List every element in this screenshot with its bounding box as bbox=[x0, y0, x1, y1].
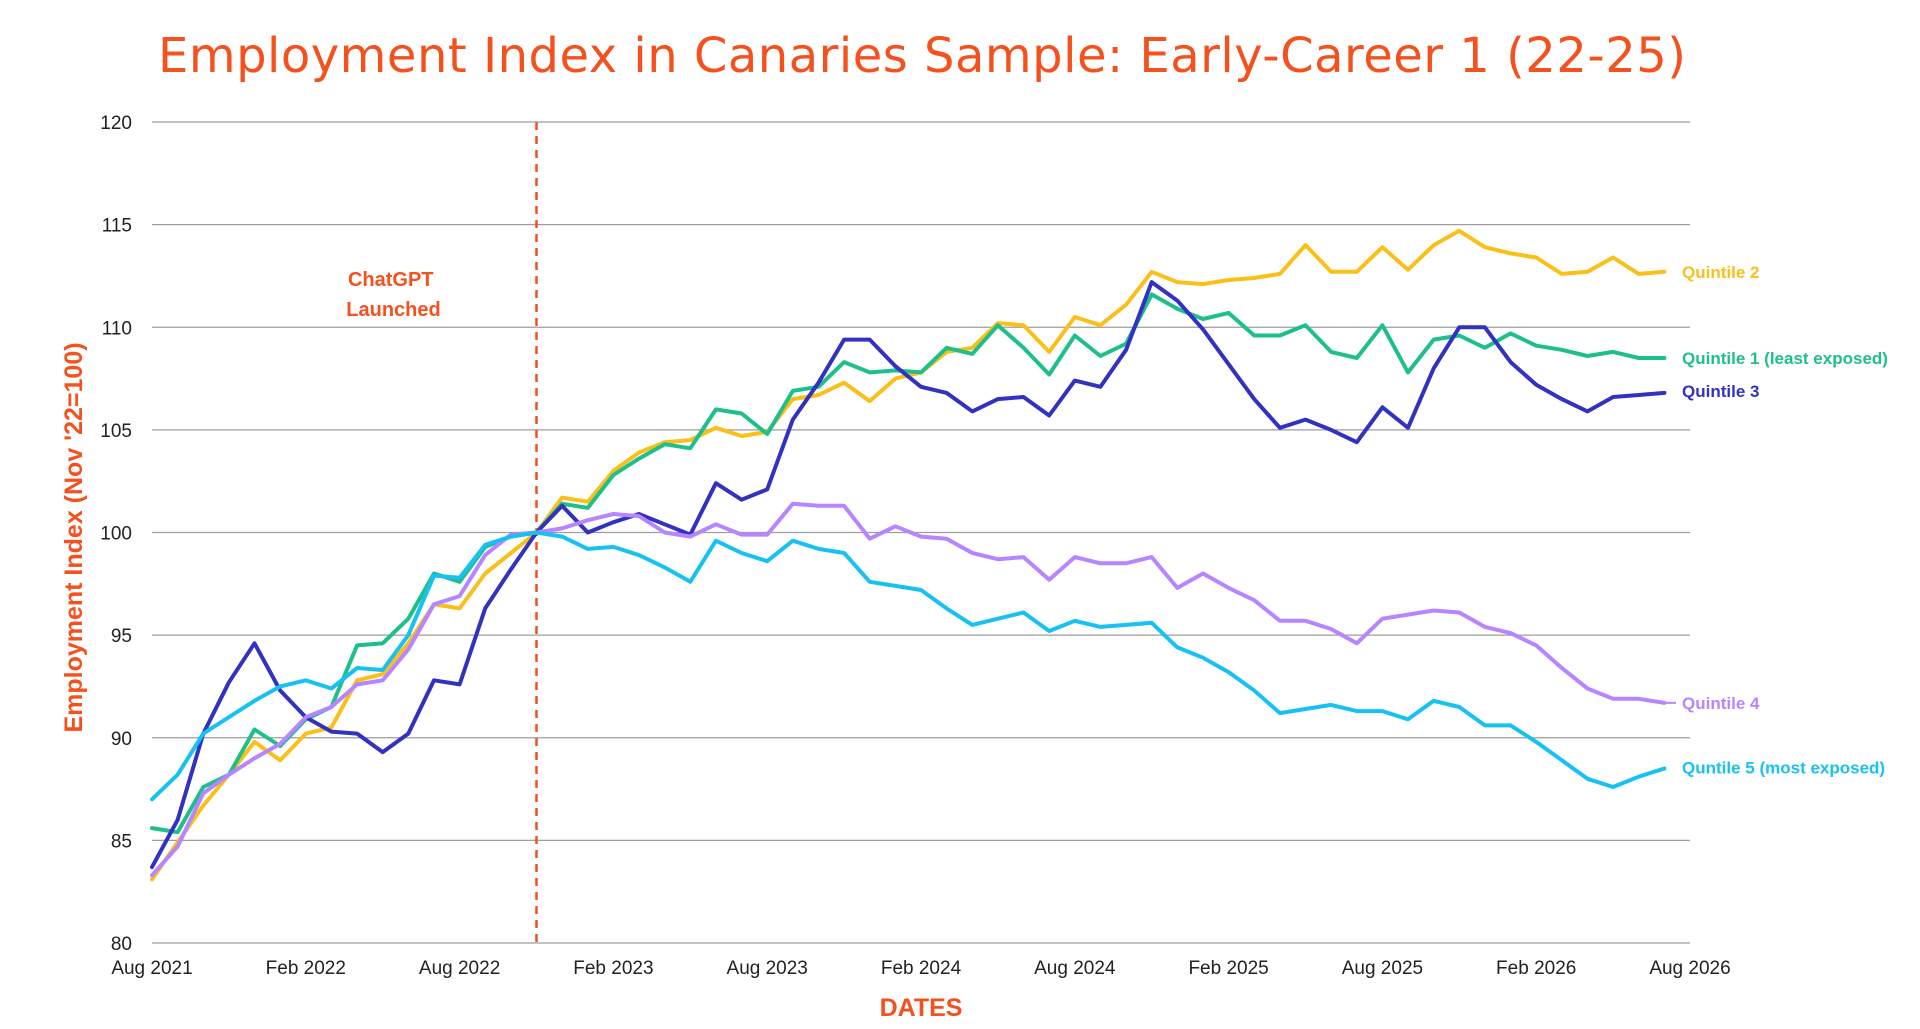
y-tick-label-110: 110 bbox=[102, 318, 132, 339]
y-tick-label-105: 105 bbox=[100, 421, 132, 442]
chatgpt-launch-label-line-1: ChatGPT bbox=[348, 269, 434, 291]
y-axis-ticks: 80 85 90 95 100 105 110 115 120 bbox=[100, 113, 132, 955]
series-label-2: Quintile 1 (least exposed) bbox=[1682, 349, 1888, 368]
series-label-4: Quintile 4 bbox=[1682, 694, 1760, 713]
x-tick-label-aug-2025: Aug 2025 bbox=[1342, 958, 1423, 979]
y-tick-label-90: 90 bbox=[111, 729, 132, 750]
series-label-5: Quntile 5 (most exposed) bbox=[1682, 759, 1885, 778]
x-axis-ticks: Aug 2021 Feb 2022 Aug 2022 Feb 2023 Aug 2023… bbox=[111, 958, 1730, 979]
y-tick-label-80: 80 bbox=[111, 934, 132, 955]
x-tick-label-aug-2026: Aug 2026 bbox=[1649, 958, 1730, 979]
series-line-3 bbox=[150, 280, 1667, 870]
x-tick-label-feb-2024: Feb 2024 bbox=[881, 958, 962, 979]
y-tick-label-85: 85 bbox=[111, 831, 132, 852]
series-label-1: Quintile 2 bbox=[1682, 263, 1759, 282]
series-line-1 bbox=[150, 228, 1667, 882]
x-tick-label-feb-2026: Feb 2026 bbox=[1496, 958, 1576, 979]
x-tick-label-aug-2024: Aug 2024 bbox=[1034, 958, 1116, 979]
series-line-5 bbox=[150, 530, 1667, 802]
x-tick-label-feb-2022: Feb 2022 bbox=[266, 958, 346, 979]
x-tick-label-feb-2025: Feb 2025 bbox=[1188, 958, 1268, 979]
x-tick-label-aug-2022: Aug 2022 bbox=[419, 958, 500, 979]
x-tick-label-feb-2023: Feb 2023 bbox=[573, 958, 653, 979]
x-axis-title: DATES bbox=[880, 994, 963, 1022]
chatgpt-launch-label: ChatGPT Launched bbox=[346, 269, 440, 321]
series-label-3: Quintile 3 bbox=[1682, 382, 1759, 401]
y-tick-label-120: 120 bbox=[100, 113, 132, 134]
y-tick-label-95: 95 bbox=[111, 626, 132, 647]
series-labels: Quintile 2 Quintile 1 (least exposed) Quin… bbox=[1664, 263, 1888, 778]
chatgpt-launch-label-line-2: Launched bbox=[346, 299, 440, 321]
y-axis-title: Employment Index (Nov '22=100) bbox=[60, 342, 88, 732]
series-lines bbox=[150, 228, 1667, 882]
chart-title: Employment Index in Canaries Sample: Ear… bbox=[158, 28, 1687, 84]
y-tick-label-100: 100 bbox=[100, 524, 132, 545]
y-tick-label-115: 115 bbox=[102, 216, 132, 237]
series-line-2 bbox=[150, 292, 1667, 835]
x-tick-label-aug-2023: Aug 2023 bbox=[727, 958, 808, 979]
grid-lines bbox=[152, 121, 1690, 944]
series-line-4 bbox=[150, 501, 1667, 878]
x-tick-label-aug-2021: Aug 2021 bbox=[111, 958, 192, 979]
